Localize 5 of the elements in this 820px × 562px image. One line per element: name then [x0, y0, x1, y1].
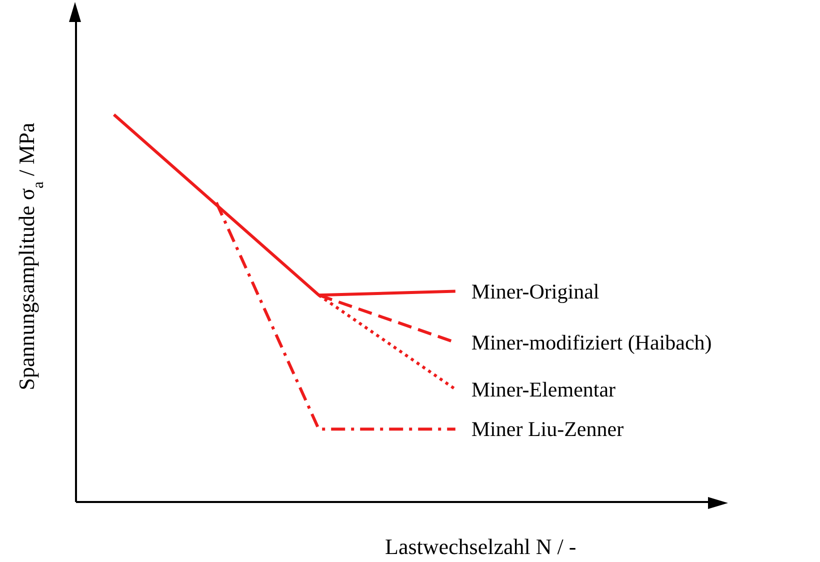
- x-axis-title: Lastwechselzahl N / -: [385, 534, 576, 559]
- series-label: Miner-Original: [471, 279, 600, 304]
- series-label: Miner-Elementar: [471, 377, 616, 402]
- series-label: Miner Liu-Zenner: [471, 417, 624, 442]
- series-label: Miner-modifiziert (Haibach): [471, 330, 712, 354]
